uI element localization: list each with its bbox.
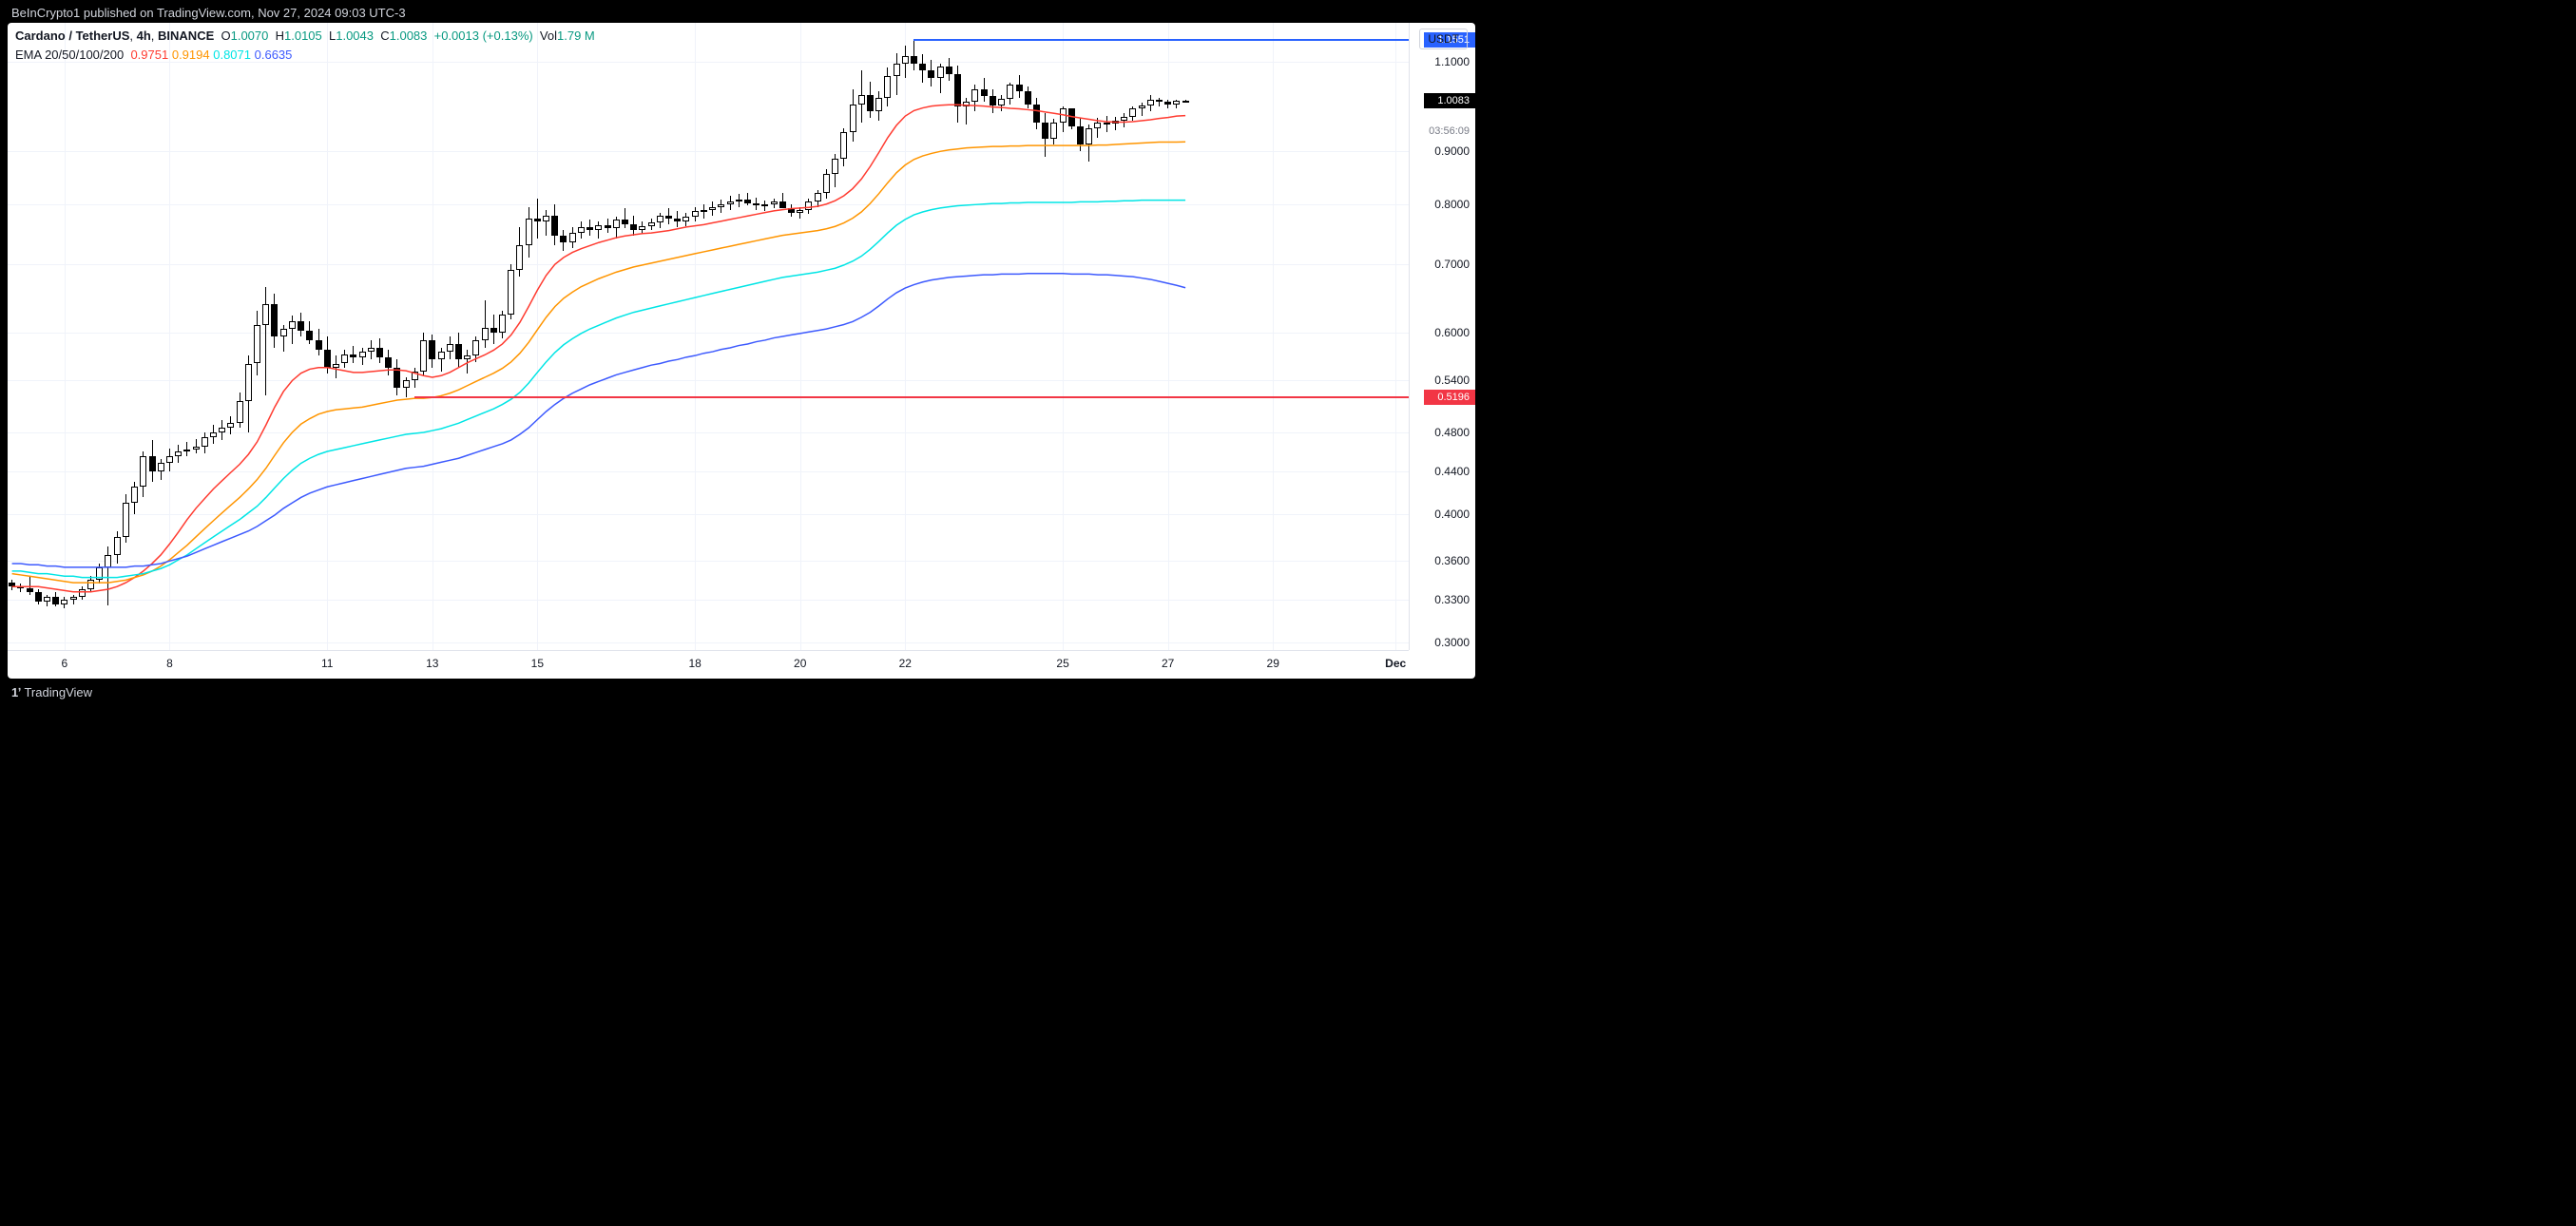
interval[interactable]: 4h	[137, 29, 151, 43]
publisher-text: BeInCrypto1 published on TradingView.com…	[11, 6, 406, 20]
ema-50-line	[12, 142, 1185, 583]
x-tick: 22	[899, 657, 912, 670]
ohlc-change: +0.0013 (+0.13%)	[434, 29, 533, 43]
x-tick: 27	[1162, 657, 1174, 670]
ohlc-open: 1.0070	[231, 29, 269, 43]
symbol-name[interactable]: Cardano / TetherUS	[15, 29, 129, 43]
ohlc-high: 1.0105	[284, 29, 322, 43]
x-tick: 11	[321, 657, 333, 670]
y-tick: 0.6000	[1434, 326, 1470, 339]
ema-legend: EMA 20/50/100/200 0.9751 0.9194 0.8071 0…	[15, 48, 292, 62]
horizontal-line[interactable]	[414, 396, 1409, 398]
y-tick: 0.4000	[1434, 508, 1470, 521]
x-tick: 15	[531, 657, 544, 670]
tradingview-logo-icon: 1ʼ	[11, 685, 21, 699]
footer-bar: 1ʼ TradingView	[0, 679, 1483, 705]
x-tick: 25	[1056, 657, 1068, 670]
x-tick: 18	[688, 657, 701, 670]
ema-20-line	[12, 105, 1185, 592]
countdown-timer: 03:56:09	[1429, 125, 1470, 137]
symbol-info: Cardano / TetherUS, 4h, BINANCE O1.0070 …	[15, 29, 595, 43]
x-tick: 20	[794, 657, 806, 670]
quote-badge[interactable]: USDT	[1419, 29, 1468, 49]
y-tick: 0.9000	[1434, 144, 1470, 158]
y-tick: 0.5400	[1434, 374, 1470, 387]
exchange: BINANCE	[158, 29, 214, 43]
y-tick: 0.3600	[1434, 554, 1470, 567]
y-tick: 0.3000	[1434, 636, 1470, 649]
chart-plot[interactable]	[8, 23, 1409, 650]
horizontal-line[interactable]	[913, 39, 1409, 41]
x-tick: Dec	[1385, 657, 1406, 670]
volume: 1.79 M	[557, 29, 595, 43]
ema-lines	[8, 23, 1409, 650]
y-tick: 0.8000	[1434, 198, 1470, 211]
ema-label: EMA 20/50/100/200	[15, 48, 124, 62]
y-tick: 0.7000	[1434, 258, 1470, 271]
chart-container: Cardano / TetherUS, 4h, BINANCE O1.0070 …	[8, 23, 1475, 679]
price-tag: 1.0083	[1424, 93, 1475, 108]
y-tick: 0.3300	[1434, 593, 1470, 606]
x-axis[interactable]: 6 8 11 13 15 18 20 22 25 27 29 Dec	[8, 650, 1409, 679]
tradingview-logo-text[interactable]: TradingView	[24, 685, 92, 699]
y-tick: 0.4400	[1434, 465, 1470, 478]
y-axis[interactable]: 0.3000 0.3300 0.3600 0.4000 0.4400 0.4800 0.54…	[1409, 23, 1475, 650]
ema-200-line	[12, 274, 1185, 567]
y-tick: 1.1000	[1434, 55, 1470, 68]
x-tick: 8	[166, 657, 173, 670]
x-tick: 29	[1267, 657, 1279, 670]
ohlc-close: 1.0083	[390, 29, 428, 43]
publisher-bar: BeInCrypto1 published on TradingView.com…	[0, 0, 1483, 23]
x-tick: 13	[426, 657, 438, 670]
price-tag: 0.5196	[1424, 390, 1475, 405]
x-tick: 6	[62, 657, 68, 670]
ohlc-low: 1.0043	[336, 29, 374, 43]
ema-100-line	[12, 201, 1185, 578]
y-tick: 0.4800	[1434, 426, 1470, 439]
